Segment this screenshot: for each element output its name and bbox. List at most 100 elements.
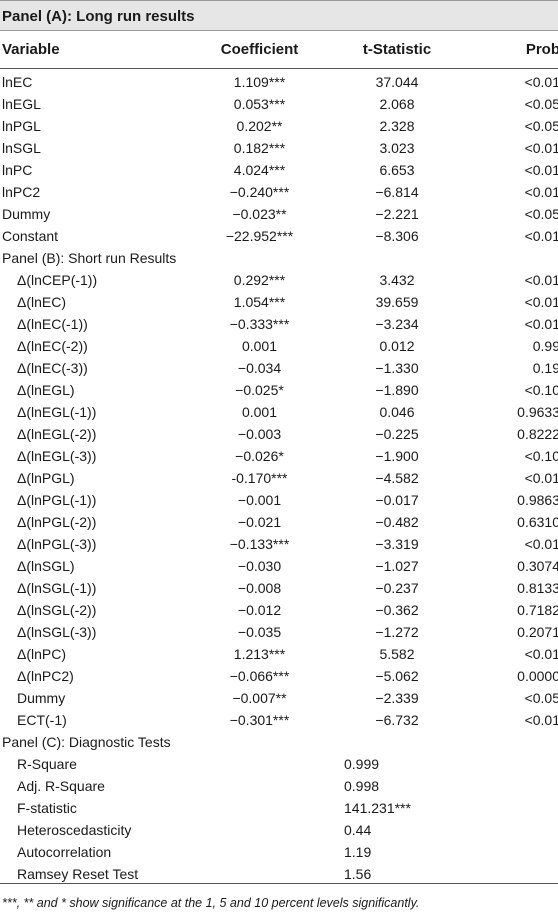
table-row: Δ(lnPC) 1.213*** 5.582 <0.01 xyxy=(0,643,558,665)
table-row: Δ(lnPGL) -0.170*** −4.582 <0.01 xyxy=(0,467,558,489)
diagnostic-empty xyxy=(462,775,558,797)
coefficient-cell: −0.034 xyxy=(237,360,282,376)
t-statistic-cell: 3.432 xyxy=(379,272,415,288)
diagnostic-value: 0.998 xyxy=(344,778,380,794)
variable-cell: lnEC xyxy=(2,74,33,90)
table-header-row: Variable Coefficient t-Statistic Prob xyxy=(0,31,558,69)
variable-cell: Constant xyxy=(2,228,59,244)
variable-cell: lnPC xyxy=(2,162,33,178)
diagnostic-row: Heteroscedasticity 0.44 xyxy=(0,819,558,841)
variable-cell: Δ(lnEC(-2)) xyxy=(17,338,88,354)
prob-cell: 0.9863 xyxy=(517,492,558,508)
header-prob: Prob xyxy=(462,31,558,69)
diagnostic-value: 1.19 xyxy=(344,844,372,860)
table-row: Δ(lnPGL(-3)) −0.133*** −3.319 <0.01 xyxy=(0,533,558,555)
t-statistic-cell: −3.234 xyxy=(375,316,419,332)
variable-cell: Δ(lnEC) xyxy=(17,294,67,310)
prob-cell: <0.10 xyxy=(524,448,558,464)
footnote-rule xyxy=(0,883,558,884)
header-t-statistic: t-Statistic xyxy=(332,31,462,69)
prob-cell: <0.01 xyxy=(524,74,558,90)
variable-cell: lnPC2 xyxy=(2,184,41,200)
table-row: lnEC 1.109*** 37.044 <0.01 xyxy=(0,69,558,94)
diagnostic-value: 0.999 xyxy=(344,756,380,772)
variable-cell: Dummy xyxy=(2,206,51,222)
prob-cell: 0.19 xyxy=(532,360,558,376)
coefficient-cell: 0.001 xyxy=(241,338,278,354)
variable-cell: Δ(lnPGL(-1)) xyxy=(17,492,97,508)
diagnostic-test-name: Ramsey Reset Test xyxy=(17,866,139,882)
prob-cell: <0.01 xyxy=(524,294,558,310)
t-statistic-cell: 0.046 xyxy=(379,404,415,420)
variable-cell: lnPGL xyxy=(2,118,41,134)
diagnostic-test-name: F-statistic xyxy=(17,800,77,816)
t-statistic-cell: −0.017 xyxy=(375,492,419,508)
diagnostic-empty xyxy=(462,753,558,775)
coefficient-cell: 0.053*** xyxy=(233,96,286,112)
coefficient-cell: −0.030 xyxy=(237,558,282,574)
coefficient-cell: −0.333*** xyxy=(229,316,290,332)
t-statistic-cell: −1.272 xyxy=(375,624,419,640)
table-row: Dummy −0.007** −2.339 <0.05 xyxy=(0,687,558,709)
prob-cell: 0.3074 xyxy=(517,558,558,574)
table-row: Δ(lnSGL(-1)) −0.008 −0.237 0.8133 xyxy=(0,577,558,599)
prob-cell: <0.01 xyxy=(524,470,558,486)
table-row: ECT(-1) −0.301*** −6.732 <0.01 xyxy=(0,709,558,731)
prob-cell: <0.01 xyxy=(524,228,558,244)
variable-cell: Δ(lnSGL(-1)) xyxy=(17,580,97,596)
prob-cell: <0.01 xyxy=(524,316,558,332)
t-statistic-cell: −1.027 xyxy=(375,558,419,574)
coefficient-cell: −0.133*** xyxy=(229,536,290,552)
coefficient-cell: 4.024*** xyxy=(233,162,286,178)
prob-cell: <0.01 xyxy=(524,646,558,662)
diagnostic-row: Autocorrelation 1.19 xyxy=(0,841,558,863)
table-row: Constant −22.952*** −8.306 <0.01 xyxy=(0,225,558,247)
table-row: Δ(lnEC(-1)) −0.333*** −3.234 <0.01 xyxy=(0,313,558,335)
coefficient-cell: −0.025* xyxy=(235,382,284,398)
diagnostic-test-name: Adj. R-Square xyxy=(17,778,105,794)
t-statistic-cell: −0.237 xyxy=(375,580,419,596)
panel-b-section: Panel (B): Short run Results xyxy=(0,247,558,269)
variable-cell: lnSGL xyxy=(2,140,41,156)
t-statistic-cell: −1.890 xyxy=(375,382,419,398)
table-row: Δ(lnSGL(-2)) −0.012 −0.362 0.7182 xyxy=(0,599,558,621)
variable-cell: Δ(lnEGL(-3)) xyxy=(17,448,97,464)
coefficient-cell: -0.170*** xyxy=(231,470,288,486)
coefficient-cell: 1.213*** xyxy=(233,646,286,662)
variable-cell: Δ(lnPGL) xyxy=(17,470,75,486)
diagnostic-spacer xyxy=(187,819,332,841)
table-row: Δ(lnEC) 1.054*** 39.659 <0.01 xyxy=(0,291,558,313)
table-row: Δ(lnEGL(-2)) −0.003 −0.225 0.8222 xyxy=(0,423,558,445)
prob-cell: 0.2071 xyxy=(517,624,558,640)
prob-cell: <0.01 xyxy=(524,140,558,156)
t-statistic-cell: −0.225 xyxy=(375,426,419,442)
coefficient-cell: −0.066*** xyxy=(229,668,290,684)
prob-cell: 0.8133 xyxy=(517,580,558,596)
prob-cell: 0.0000 xyxy=(517,668,558,684)
t-statistic-cell: 6.653 xyxy=(379,162,415,178)
coefficient-cell: −0.021 xyxy=(237,514,282,530)
coefficient-cell: −0.007** xyxy=(232,690,287,706)
variable-cell: Δ(lnEGL(-1)) xyxy=(17,404,97,420)
diagnostic-empty xyxy=(462,797,558,819)
variable-cell: Δ(lnPC) xyxy=(17,646,67,662)
diagnostic-test-name: R-Square xyxy=(17,756,77,772)
t-statistic-cell: −0.482 xyxy=(375,514,419,530)
coefficient-cell: −22.952*** xyxy=(225,228,294,244)
diagnostic-spacer xyxy=(187,797,332,819)
t-statistic-cell: 39.659 xyxy=(375,294,419,310)
table-row: Δ(lnPC2) −0.066*** −5.062 0.0000 xyxy=(0,665,558,687)
panel-a-title: Panel (A): Long run results xyxy=(0,0,558,31)
coefficient-cell: 1.054*** xyxy=(233,294,286,310)
prob-cell: <0.05 xyxy=(524,690,558,706)
coefficient-cell: −0.003 xyxy=(237,426,282,442)
variable-cell: Δ(lnPGL(-2)) xyxy=(17,514,97,530)
variable-cell: Δ(lnCEP(-1)) xyxy=(17,272,98,288)
table-row: Δ(lnEGL) −0.025* −1.890 <0.10 xyxy=(0,379,558,401)
t-statistic-cell: −5.062 xyxy=(375,668,419,684)
prob-cell: 0.99 xyxy=(532,338,558,354)
short-run-rows: Δ(lnCEP(-1)) 0.292*** 3.432 <0.01 Δ(lnEC) 1.0… xyxy=(0,269,558,731)
prob-cell: <0.05 xyxy=(524,118,558,134)
t-statistic-cell: −1.330 xyxy=(375,360,419,376)
table-row: Δ(lnPGL(-2)) −0.021 −0.482 0.6310 xyxy=(0,511,558,533)
